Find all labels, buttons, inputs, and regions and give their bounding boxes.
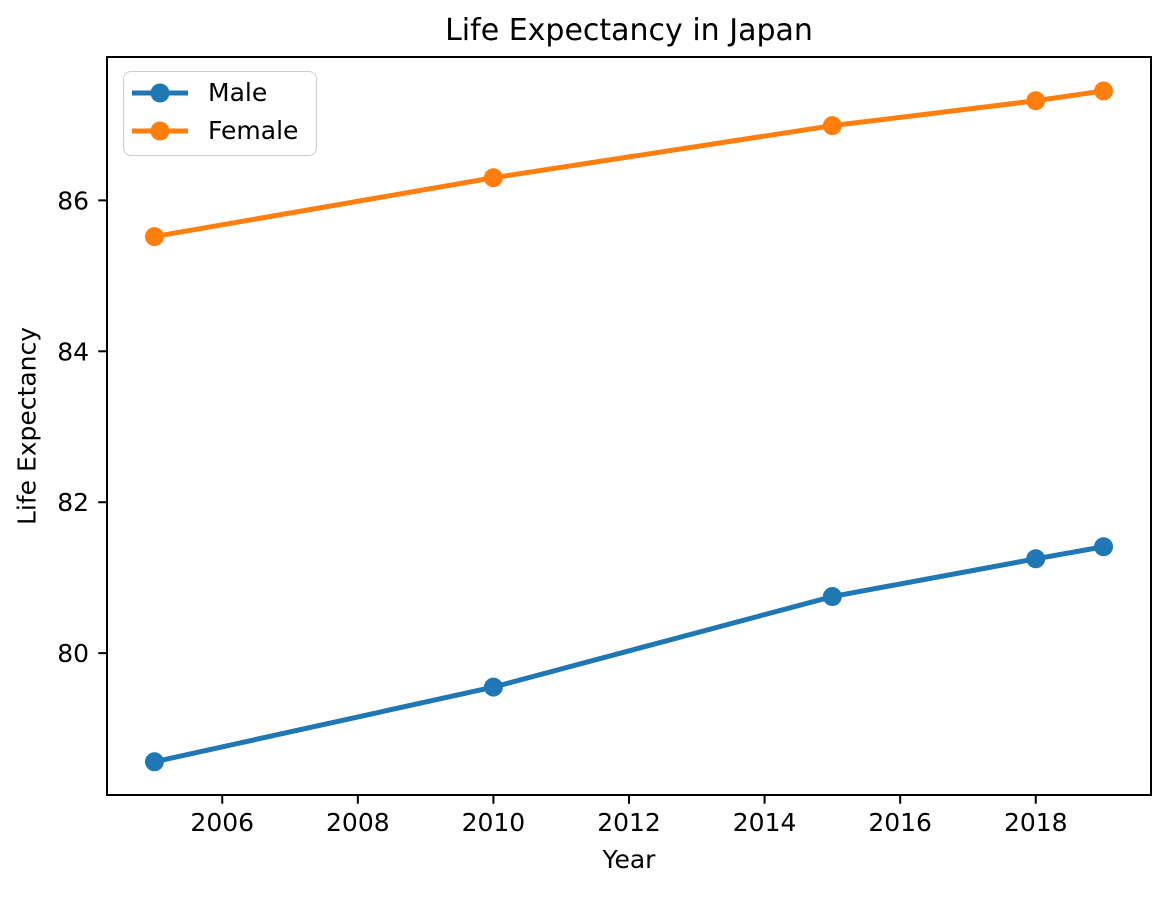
legend-marker-male-icon xyxy=(132,83,188,102)
x-tick-label: 2014 xyxy=(733,808,797,837)
y-tick-label: 84 xyxy=(57,337,89,366)
data-point-female xyxy=(1094,81,1114,101)
y-tick-label: 86 xyxy=(57,186,89,215)
legend-item-female: Female xyxy=(132,115,304,146)
data-point-female xyxy=(144,227,164,247)
x-tick-label: 2016 xyxy=(868,808,932,837)
legend-label-female: Female xyxy=(208,116,299,145)
series-line-male xyxy=(151,544,1107,765)
data-point-female xyxy=(822,116,842,136)
data-point-female xyxy=(1026,91,1046,111)
y-axis-label: Life Expectancy xyxy=(12,326,42,526)
legend-marker-female-icon xyxy=(132,121,188,140)
x-tick-label: 2008 xyxy=(326,808,390,837)
data-point-male xyxy=(144,752,164,772)
legend: Male Female xyxy=(123,71,317,156)
chart-title: Life Expectancy in Japan xyxy=(445,13,813,48)
data-point-male xyxy=(1094,537,1114,557)
axes-spines xyxy=(106,56,1152,796)
x-tick-label: 2018 xyxy=(1004,808,1068,837)
legend-label-male: Male xyxy=(208,78,268,107)
x-axis-label: Year xyxy=(602,845,656,874)
data-point-male xyxy=(483,677,503,697)
data-point-male xyxy=(822,587,842,607)
y-tick-label: 80 xyxy=(57,639,89,668)
legend-item-male: Male xyxy=(132,77,304,108)
legend-dot xyxy=(150,83,170,102)
data-point-male xyxy=(1026,549,1046,569)
y-tick-label: 82 xyxy=(57,488,89,517)
x-tick-label: 2006 xyxy=(190,808,254,837)
legend-dot xyxy=(150,121,170,140)
x-tick-label: 2012 xyxy=(597,808,661,837)
x-tick-label: 2010 xyxy=(462,808,526,837)
data-point-female xyxy=(483,168,503,188)
